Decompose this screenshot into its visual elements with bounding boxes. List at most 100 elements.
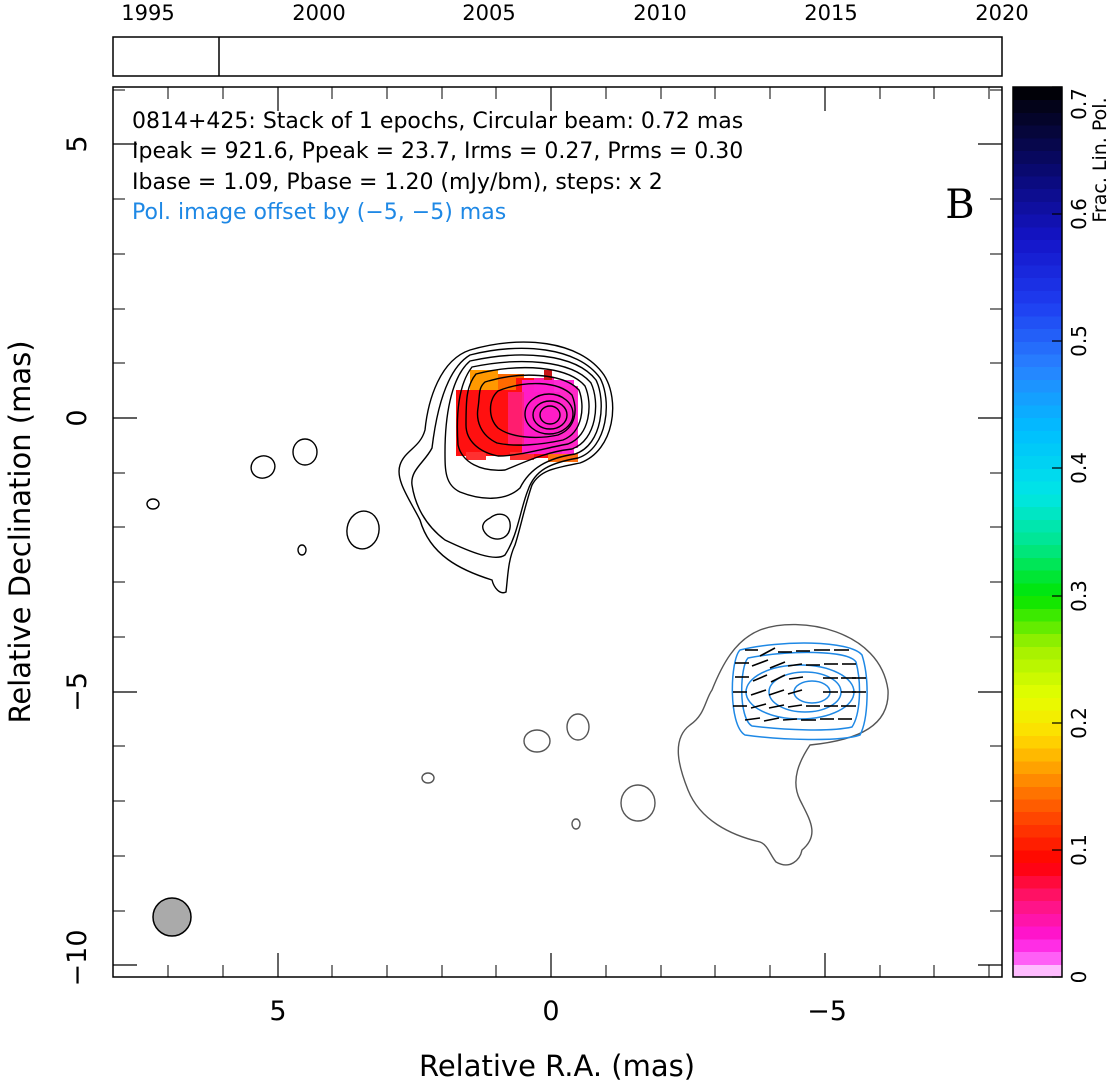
- x-tick-label-minus5: −5: [807, 996, 847, 1027]
- blob-5: [297, 544, 307, 556]
- plot-frame: [112, 86, 1003, 978]
- contour-4: [456, 360, 597, 471]
- offset-i-contours: [421, 623, 889, 866]
- colorbar-step: [1013, 532, 1062, 546]
- contour-7: [489, 382, 576, 439]
- colorbar-step: [1013, 544, 1062, 558]
- colorbar-step: [1013, 557, 1062, 571]
- colorbar-step: [1013, 506, 1062, 520]
- colorbar-step: [1013, 125, 1062, 139]
- colorbar-step: [1013, 163, 1062, 177]
- info-line-4: Pol. image offset by (−5, −5) mas: [132, 200, 506, 225]
- colorbar-step: [1013, 277, 1062, 291]
- blob-2: [250, 455, 276, 479]
- colorbar-tick-0.7: 0.7: [1067, 88, 1091, 120]
- colorbar-step: [1013, 582, 1062, 597]
- colorbar-tick-0.4: 0.4: [1067, 452, 1091, 484]
- contour-5: [465, 366, 590, 457]
- colorbar-step: [1013, 188, 1062, 202]
- colorbar-ticks: [1052, 86, 1062, 978]
- colorbar-step: [1013, 443, 1062, 457]
- offset-contour-outer: [677, 623, 889, 866]
- colorbar-step: [1013, 735, 1062, 749]
- colorbar-step: [1013, 214, 1062, 228]
- panel-letter: B: [945, 182, 974, 228]
- colorbar-step: [1013, 315, 1062, 330]
- blob-1: [292, 438, 318, 466]
- colorbar-step: [1013, 379, 1062, 393]
- stokes-i-contours: [146, 341, 614, 594]
- colorbar-step: [1013, 354, 1062, 368]
- colorbar-step: [1013, 239, 1062, 253]
- colorbar-step: [1013, 710, 1062, 724]
- colorbar-step: [1013, 176, 1062, 190]
- x-ticks: [167, 87, 990, 977]
- colorbar-step: [1013, 824, 1062, 838]
- colorbar-step: [1013, 430, 1062, 444]
- colorbar-step: [1013, 900, 1062, 914]
- colorbar-step: [1013, 608, 1062, 622]
- contour-3: [444, 354, 602, 499]
- contour-outer: [398, 341, 614, 594]
- year-2005: 2005: [462, 1, 515, 25]
- colorbar-step: [1013, 926, 1062, 940]
- colorbar-step: [1013, 201, 1062, 215]
- info-line-2: Ipeak = 921.6, Ppeak = 23.7, Irms = 0.27…: [132, 139, 743, 164]
- contour-10: [539, 405, 561, 425]
- offset-blob-5: [571, 818, 581, 830]
- info-line-1: 0814+425: Stack of 1 epochs, Circular be…: [132, 109, 743, 134]
- colorbar-step: [1013, 137, 1062, 152]
- colorbar-tick-0.6: 0.6: [1067, 198, 1091, 230]
- colorbar-step: [1013, 722, 1062, 736]
- beam-ellipse: [152, 897, 192, 937]
- year-2010: 2010: [633, 1, 686, 25]
- colorbar-step: [1013, 748, 1062, 762]
- x-axis-label: Relative R.A. (mas): [419, 1049, 695, 1083]
- colorbar-step: [1013, 404, 1062, 419]
- colorbar-step: [1013, 392, 1062, 406]
- contour-8: [524, 393, 574, 435]
- colorbar-step: [1013, 862, 1062, 876]
- colorbar-step: [1013, 417, 1062, 431]
- x-tick-label-5: 5: [269, 996, 286, 1027]
- colorbar-step: [1013, 87, 1062, 101]
- blob-4: [146, 498, 160, 510]
- contour-knot: [482, 513, 511, 540]
- y-axis-label: Relative Declination (mas): [3, 340, 37, 723]
- contour-2: [411, 347, 607, 559]
- colorbar-step: [1013, 671, 1062, 686]
- x-tick-label-0: 0: [542, 996, 559, 1027]
- colorbar-step: [1013, 99, 1062, 113]
- colorbar-step: [1013, 697, 1062, 711]
- colorbar-step: [1013, 760, 1062, 775]
- colorbar-step: [1013, 493, 1062, 508]
- colorbar-step: [1013, 252, 1062, 266]
- y-tick-label-minus5: −5: [62, 672, 93, 712]
- colorbar-step: [1013, 633, 1062, 647]
- colorbar-step: [1013, 888, 1062, 902]
- year-2000: 2000: [292, 1, 345, 25]
- y-ticks: [113, 89, 1002, 966]
- info-text: 0814+425: Stack of 1 epochs, Circular be…: [132, 109, 975, 228]
- colorbar-step: [1013, 570, 1062, 584]
- colorbar-step: [1013, 112, 1062, 126]
- y-tick-label-5: 5: [62, 135, 93, 152]
- year-1995: 1995: [121, 1, 174, 25]
- evpa-vectors: [733, 647, 866, 722]
- colorbar-step: [1013, 455, 1062, 469]
- contour-6: [476, 374, 583, 446]
- colorbar-step: [1013, 659, 1062, 673]
- colorbar-step: [1013, 875, 1062, 889]
- colorbar-step: [1013, 303, 1062, 317]
- colorbar-step: [1013, 481, 1062, 495]
- colorbar-frame: [1012, 86, 1063, 978]
- colorbar: 0 0.1 0.2 0.3 0.4 0.5 0.6 0.7 Frac. Lin.…: [1012, 86, 1111, 983]
- blob-3: [346, 510, 380, 550]
- colorbar-label: Frac. Lin. Pol.: [1089, 97, 1111, 222]
- colorbar-step: [1013, 265, 1062, 279]
- colorbar-step: [1013, 226, 1062, 241]
- colorbar-step: [1013, 938, 1062, 953]
- colorbar-step: [1013, 341, 1062, 355]
- colorbar-step: [1013, 646, 1062, 660]
